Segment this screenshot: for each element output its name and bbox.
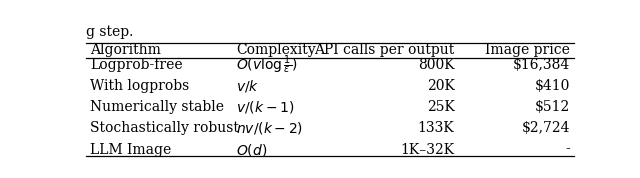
Text: $O(v\log\frac{1}{\epsilon})$: $O(v\log\frac{1}{\epsilon})$ <box>236 53 298 76</box>
Text: $v/(k-1)$: $v/(k-1)$ <box>236 99 294 115</box>
Text: $v/k$: $v/k$ <box>236 78 260 94</box>
Text: $nv/(k-2)$: $nv/(k-2)$ <box>236 120 303 136</box>
Text: Image price: Image price <box>485 43 570 57</box>
Text: g step.: g step. <box>86 25 133 40</box>
Text: $16,384: $16,384 <box>513 57 570 72</box>
Text: LLM Image: LLM Image <box>90 143 171 156</box>
Text: Logprob-free: Logprob-free <box>90 57 182 72</box>
Text: Stochastically robust: Stochastically robust <box>90 121 239 135</box>
Text: 800K: 800K <box>418 57 454 72</box>
Text: $512: $512 <box>535 100 570 114</box>
Text: Numerically stable: Numerically stable <box>90 100 224 114</box>
Text: 20K: 20K <box>427 79 454 93</box>
Text: 133K: 133K <box>418 121 454 135</box>
Text: $410: $410 <box>534 79 570 93</box>
Text: Algorithm: Algorithm <box>90 43 161 57</box>
Text: With logprobs: With logprobs <box>90 79 189 93</box>
Text: $2,724: $2,724 <box>522 121 570 135</box>
Text: 1K–32K: 1K–32K <box>401 143 454 156</box>
Text: API calls per output: API calls per output <box>314 43 454 57</box>
Text: -: - <box>565 143 570 156</box>
Text: $O(d)$: $O(d)$ <box>236 142 268 158</box>
Text: Complexity: Complexity <box>236 43 316 57</box>
Text: 25K: 25K <box>427 100 454 114</box>
